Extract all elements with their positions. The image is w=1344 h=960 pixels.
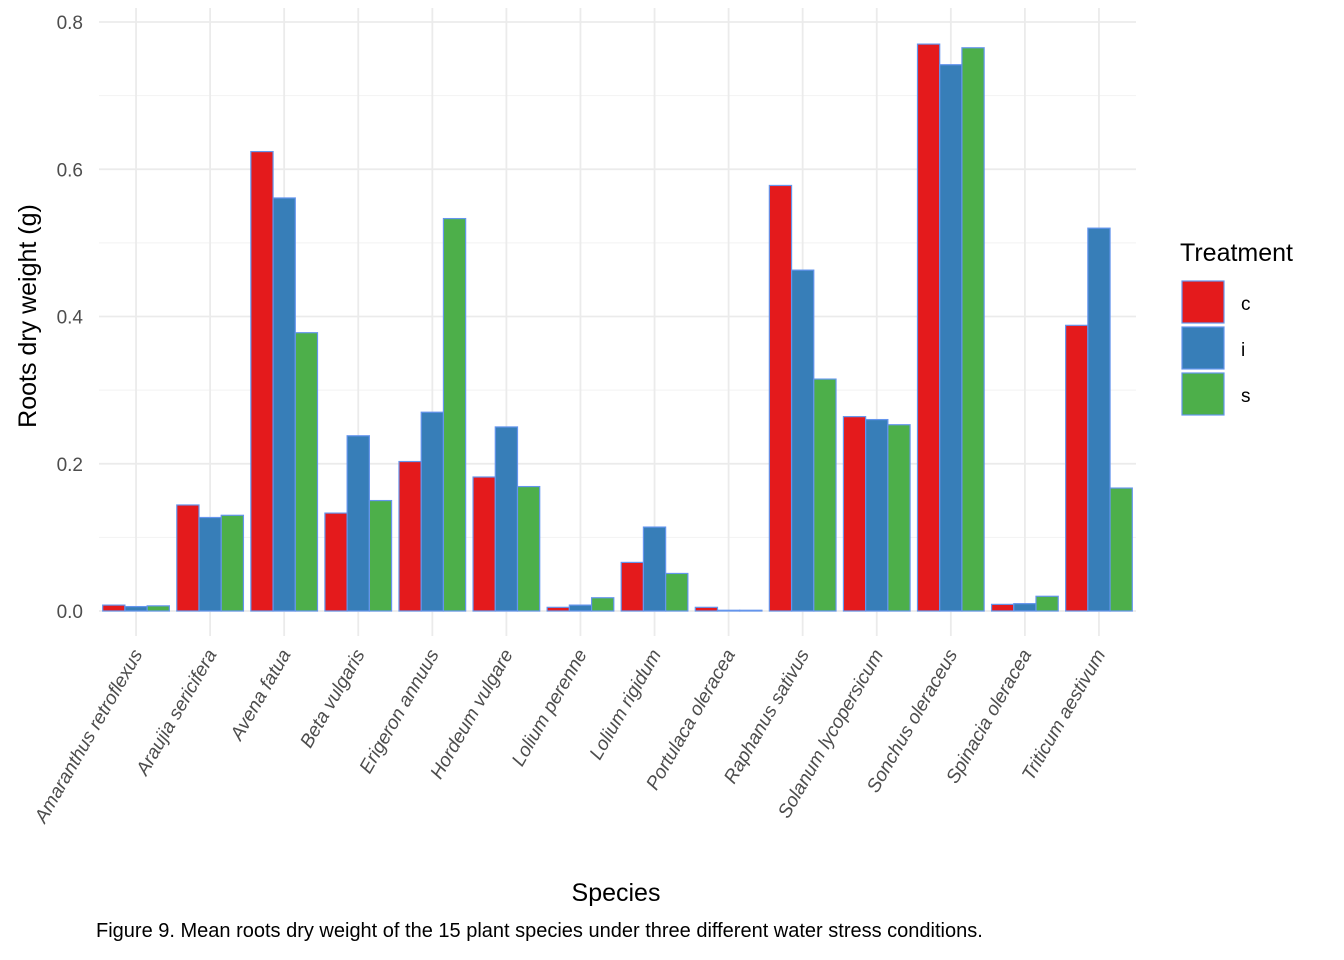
bar-s [146,605,170,612]
bar-c [620,561,645,612]
bars [102,43,1133,612]
bar-c [1065,324,1089,612]
figure-caption: Figure 9. Mean roots dry weight of the 1… [96,920,983,942]
bar-i [1087,227,1111,612]
bar-i [272,197,296,612]
bar-s [368,499,393,612]
x-tick-label: Lolium rigidum [586,646,666,763]
y-tick-label: 0.8 [57,13,83,34]
bar-i [939,64,963,612]
legend-label: s [1241,386,1251,407]
bar-c [176,504,200,612]
bar-s [665,572,689,612]
x-tick-label: Lolium perenne [508,646,592,770]
x-axis-title: Species [572,879,661,907]
bar-i [124,605,148,612]
bar-c [472,476,496,612]
bar-s [1109,487,1133,612]
x-tick-label: Amaranthus retroflexus [30,646,147,828]
legend-title: Treatment [1180,239,1293,267]
bar-s [220,514,245,612]
x-tick-label: Triticum aestivum [1018,646,1110,784]
bar-s [887,424,911,612]
bar-c [842,416,867,612]
legend-label: i [1241,340,1245,361]
bar-c [546,606,570,612]
bar-i [865,418,889,612]
bar-i [420,411,445,612]
legend-key-i [1181,326,1225,370]
y-tick-label: 0.4 [57,308,84,329]
bar-s [739,609,763,612]
x-tick-label: Avena fatua [226,646,295,745]
x-tick-label: Araujia sericifera [132,646,221,780]
y-tick-label: 0.0 [57,602,83,623]
bar-i [716,609,741,612]
bar-i [1013,603,1037,612]
bar-c [916,43,941,612]
x-tick-label: Beta vulgaris [296,646,369,752]
legend-key-c [1181,280,1225,324]
bar-c [324,512,348,612]
bar-i [790,269,815,612]
bar-s [442,217,467,612]
bar-s [961,47,985,612]
bar-s [590,597,615,612]
bar-i [568,604,593,612]
x-tick-label: Erigeron annuus [356,646,444,778]
y-tick-label: 0.2 [57,455,83,476]
y-tick-label: 0.6 [57,160,83,181]
bar-s [516,485,541,612]
bar-c [694,606,719,612]
bar-c [102,604,126,612]
bar-c [768,184,793,612]
bar-s [813,378,837,612]
bar-i [198,516,222,612]
y-axis-title: Roots dry weight (g) [14,204,42,428]
bar-s [294,332,319,612]
bar-i [494,426,519,612]
bar-i [642,526,667,612]
bar-c [990,603,1015,612]
legend-label: c [1241,294,1251,315]
bar-c [250,150,274,612]
x-tick-label: Hordeum vulgare [427,646,518,783]
legend: Treatment c i s [1180,239,1293,416]
y-axis-ticks: 0.0 0.2 0.4 0.6 0.8 [57,13,84,623]
bar-s [1035,595,1059,612]
bar-c [398,460,422,612]
bar-i [346,435,370,612]
legend-key-s [1181,372,1225,416]
